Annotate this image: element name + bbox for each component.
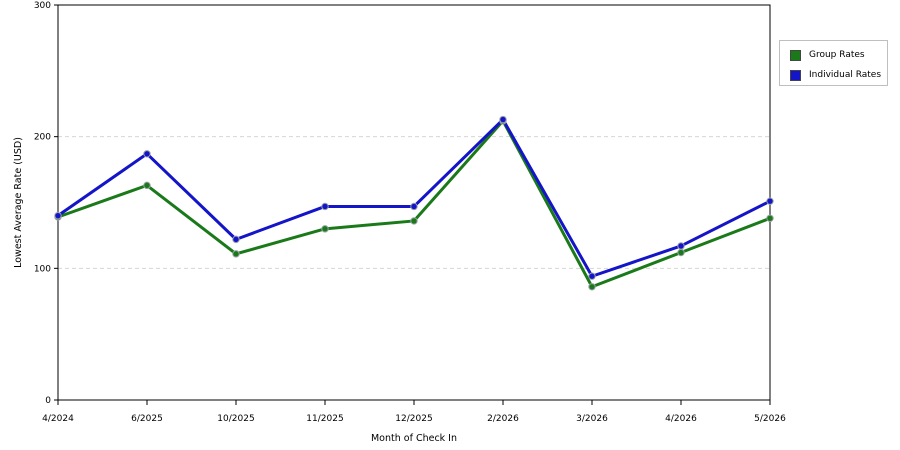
series-0-point-8 xyxy=(766,214,774,223)
x-tick-label-3: 11/2025 xyxy=(306,414,343,424)
series-1-point-8 xyxy=(766,197,774,205)
x-tick-label-0: 4/2024 xyxy=(42,414,74,424)
legend: Group Rates Individual Rates xyxy=(779,40,888,86)
tick-labels: 0 100 200 300 4/2024 6/2025 10/2025 11/2025 12/2… xyxy=(34,1,786,424)
x-tick-label-7: 4/2026 xyxy=(665,414,697,424)
grid-lines xyxy=(58,136,770,269)
x-axis-title: Month of Check In xyxy=(371,433,457,444)
plot-frame xyxy=(57,4,771,401)
y-tick-label-300: 300 xyxy=(34,1,51,11)
legend-label-individual-rates: Individual Rates xyxy=(809,70,882,80)
series-0-point-2 xyxy=(232,250,240,258)
series-1-point-4 xyxy=(410,202,418,211)
series-0-point-7 xyxy=(677,248,685,257)
y-tick-label-100: 100 xyxy=(34,264,51,274)
y-tick-label-200: 200 xyxy=(34,133,51,143)
legend-item-group-rates: Group Rates xyxy=(790,48,865,62)
series-0-point-6 xyxy=(588,283,596,291)
series-1-point-6 xyxy=(588,272,596,280)
legend-item-individual-rates: Individual Rates xyxy=(790,68,881,82)
x-tick-label-5: 2/2026 xyxy=(487,414,519,424)
y-axis-title: Lowest Average Rate (USD) xyxy=(13,137,24,268)
series-lines xyxy=(54,115,774,291)
series-1-point-5 xyxy=(499,115,507,124)
x-tick-label-6: 3/2026 xyxy=(576,414,608,424)
legend-label-group-rates: Group Rates xyxy=(809,50,865,60)
x-tick-label-1: 6/2025 xyxy=(131,414,163,424)
x-tick-label-4: 12/2025 xyxy=(395,414,432,424)
series-1-point-7 xyxy=(677,242,685,250)
legend-swatch-individual-rates xyxy=(790,69,801,81)
series-0-point-4 xyxy=(410,217,418,225)
series-1-point-0 xyxy=(54,211,62,220)
series-1-point-2 xyxy=(232,235,240,244)
series-1-point-1 xyxy=(143,150,151,158)
series-0-point-1 xyxy=(143,181,151,190)
legend-swatch-group-rates xyxy=(790,49,801,61)
series-0-point-3 xyxy=(321,225,329,233)
x-tick-label-2: 10/2025 xyxy=(217,414,254,424)
series-1-point-3 xyxy=(321,202,329,211)
y-tick-label-0: 0 xyxy=(45,396,51,406)
x-tick-label-8: 5/2026 xyxy=(754,414,786,424)
